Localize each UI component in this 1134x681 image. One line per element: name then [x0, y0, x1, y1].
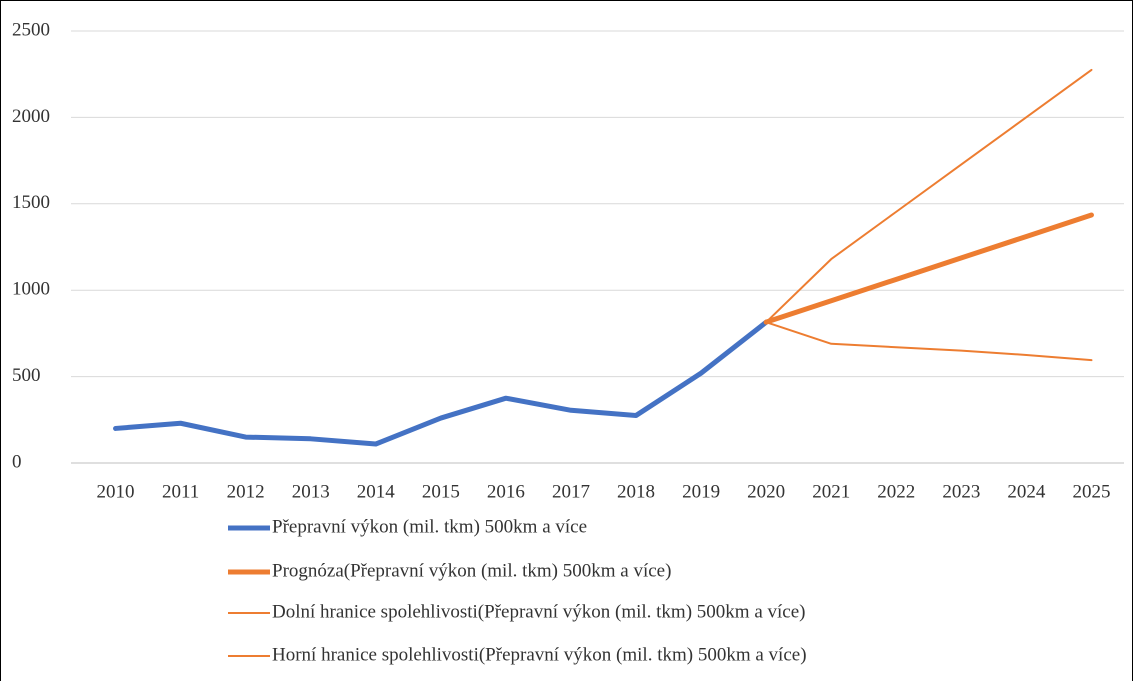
- series-line: [113, 319, 769, 447]
- x-tick-label: 2010: [97, 481, 135, 502]
- x-tick-label: 2021: [812, 481, 850, 502]
- legend-label: Dolní hranice spolehlivosti(Přepravní vý…: [272, 601, 805, 622]
- x-tick-label: 2020: [747, 481, 785, 502]
- series-line: [765, 321, 1093, 362]
- x-tick-label: 2012: [227, 481, 265, 502]
- y-tick-label: 2500: [12, 19, 50, 40]
- x-tick-label: 2011: [162, 481, 199, 502]
- x-tick-label: 2024: [1007, 481, 1046, 502]
- legend-label: Horní hranice spolehlivosti(Přepravní vý…: [272, 644, 807, 665]
- x-tick-label: 2022: [877, 481, 915, 502]
- x-tick-label: 2023: [942, 481, 980, 502]
- y-tick-label: 1000: [12, 279, 50, 300]
- y-tick-label: 2000: [12, 106, 50, 127]
- x-tick-label: 2015: [422, 481, 460, 502]
- y-tick-label: 500: [12, 365, 41, 386]
- x-tick-label: 2013: [292, 481, 330, 502]
- x-tick-label: 2025: [1072, 481, 1110, 502]
- series-line: [765, 68, 1093, 324]
- series-line: [763, 212, 1094, 325]
- legend-label: Prognóza(Přepravní výkon (mil. tkm) 500k…: [272, 560, 671, 581]
- y-tick-label: 1500: [12, 192, 50, 213]
- x-tick-label: 2016: [487, 481, 525, 502]
- x-tick-label: 2018: [617, 481, 655, 502]
- x-tick-label: 2017: [552, 481, 590, 502]
- x-tick-label: 2014: [357, 481, 396, 502]
- x-tick-label: 2019: [682, 481, 720, 502]
- legend-label: Přepravní výkon (mil. tkm) 500km a více: [272, 516, 587, 537]
- y-tick-label: 0: [12, 451, 22, 472]
